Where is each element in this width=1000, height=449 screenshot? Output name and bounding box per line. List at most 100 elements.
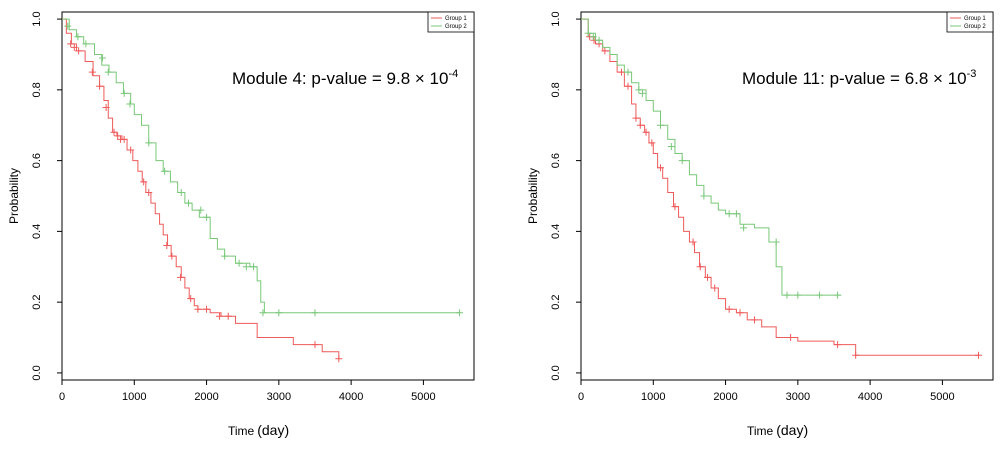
x-tick-label: 0 bbox=[59, 391, 65, 403]
censor-mark bbox=[70, 43, 78, 51]
series-line-2 bbox=[581, 18, 842, 296]
censor-mark bbox=[114, 132, 122, 140]
censor-mark bbox=[168, 252, 176, 260]
plot-frame bbox=[61, 11, 475, 381]
censor-mark bbox=[736, 309, 744, 317]
censor-mark bbox=[74, 33, 82, 41]
x-tick-label: 3000 bbox=[267, 391, 291, 403]
y-tick-label: 0.0 bbox=[31, 365, 43, 380]
legend-label: Group 1 bbox=[964, 16, 986, 22]
censor-mark bbox=[816, 291, 824, 299]
censor-mark bbox=[145, 188, 153, 196]
censor-mark bbox=[311, 341, 319, 349]
censor-mark bbox=[787, 334, 795, 342]
censor-mark bbox=[88, 68, 96, 76]
censor-mark bbox=[311, 309, 319, 317]
censor-mark bbox=[696, 263, 704, 271]
censor-mark bbox=[648, 139, 656, 147]
censor-mark bbox=[678, 157, 686, 165]
x-tick-label: 4000 bbox=[858, 391, 882, 403]
legend-box bbox=[427, 11, 475, 33]
y-tick-label: 0.6 bbox=[550, 153, 562, 168]
x-tick-label: 3000 bbox=[786, 391, 810, 403]
censor-mark bbox=[700, 192, 708, 200]
censor-mark bbox=[221, 252, 229, 260]
censor-mark bbox=[617, 68, 625, 76]
x-tick-label: 5000 bbox=[930, 391, 954, 403]
y-tick-label: 0.4 bbox=[550, 224, 562, 239]
y-tick-label: 0.2 bbox=[31, 295, 43, 310]
censor-mark bbox=[203, 305, 211, 313]
censor-mark bbox=[975, 351, 983, 359]
censor-mark bbox=[456, 309, 464, 317]
x-tick-label: 1000 bbox=[641, 391, 665, 403]
censor-mark bbox=[250, 263, 258, 271]
legend-label: Group 2 bbox=[445, 24, 467, 30]
censor-mark bbox=[163, 242, 171, 250]
censor-mark bbox=[657, 164, 665, 172]
censor-mark bbox=[75, 47, 83, 55]
legend-label: Group 1 bbox=[445, 16, 467, 22]
censor-mark bbox=[601, 47, 609, 55]
plot-frame bbox=[580, 11, 994, 381]
censor-mark bbox=[834, 341, 842, 349]
censor-mark bbox=[725, 305, 733, 313]
censor-mark bbox=[203, 213, 211, 221]
censor-mark bbox=[740, 224, 748, 232]
censor-mark bbox=[82, 40, 90, 48]
censor-mark bbox=[689, 238, 697, 246]
legend-label: Group 2 bbox=[964, 24, 986, 30]
censor-mark bbox=[126, 100, 134, 108]
censor-mark bbox=[732, 210, 740, 218]
censor-mark bbox=[197, 206, 205, 214]
x-tick-label: 2000 bbox=[713, 391, 737, 403]
censor-mark bbox=[642, 128, 650, 136]
censor-mark bbox=[104, 68, 112, 76]
x-axis-title: Time (day) bbox=[228, 422, 289, 438]
legend-box bbox=[946, 11, 994, 33]
censor-mark bbox=[589, 33, 597, 41]
y-axis-title: Probability bbox=[7, 168, 21, 224]
x-tick-label: 5000 bbox=[411, 391, 435, 403]
censor-mark bbox=[595, 36, 603, 44]
censor-mark bbox=[216, 312, 224, 320]
chart-panel-module-11: 0 1000 2000 3000 4000 5000 0.0 0.2 0.4 0.6 0.8 1.0 T… bbox=[526, 11, 994, 438]
x-tick-label: 0 bbox=[578, 391, 584, 403]
censor-mark bbox=[657, 121, 665, 129]
y-tick-label: 0.8 bbox=[550, 82, 562, 97]
censor-mark bbox=[242, 263, 250, 271]
y-axis-title: Probability bbox=[526, 168, 540, 224]
censor-mark bbox=[120, 89, 128, 97]
x-axis-title: Time (day) bbox=[747, 422, 808, 438]
x-tick-label: 2000 bbox=[194, 391, 218, 403]
p-value-annotation: Module 11: p-value = 6.8 × 10-3 bbox=[742, 68, 976, 88]
censor-mark bbox=[224, 312, 232, 320]
censor-mark bbox=[184, 199, 192, 207]
censor-mark bbox=[67, 40, 75, 48]
censor-mark bbox=[636, 121, 644, 129]
censor-mark bbox=[635, 86, 643, 94]
censor-mark bbox=[110, 128, 118, 136]
censor-mark bbox=[96, 82, 104, 90]
censor-mark bbox=[194, 305, 202, 313]
y-tick-label: 0.0 bbox=[550, 365, 562, 380]
censor-mark bbox=[834, 291, 842, 299]
censor-mark bbox=[783, 291, 791, 299]
censor-mark bbox=[772, 238, 780, 246]
censor-mark bbox=[335, 355, 343, 363]
censor-mark bbox=[140, 178, 148, 186]
censor-mark bbox=[127, 146, 135, 154]
chart-panel-module-4: 0 1000 2000 3000 4000 5000 0.0 0.2 0.4 0.6 0.8 1.0 T… bbox=[7, 11, 475, 438]
y-tick-label: 0.8 bbox=[31, 82, 43, 97]
censor-mark bbox=[671, 203, 679, 211]
censor-mark bbox=[794, 291, 802, 299]
y-tick-label: 0.6 bbox=[31, 153, 43, 168]
censor-mark bbox=[64, 22, 72, 30]
censor-mark bbox=[145, 139, 153, 147]
censor-mark bbox=[259, 309, 267, 317]
censor-mark bbox=[703, 273, 711, 281]
series-line-2 bbox=[62, 18, 460, 314]
x-tick-label: 4000 bbox=[339, 391, 363, 403]
censor-mark bbox=[624, 82, 632, 90]
